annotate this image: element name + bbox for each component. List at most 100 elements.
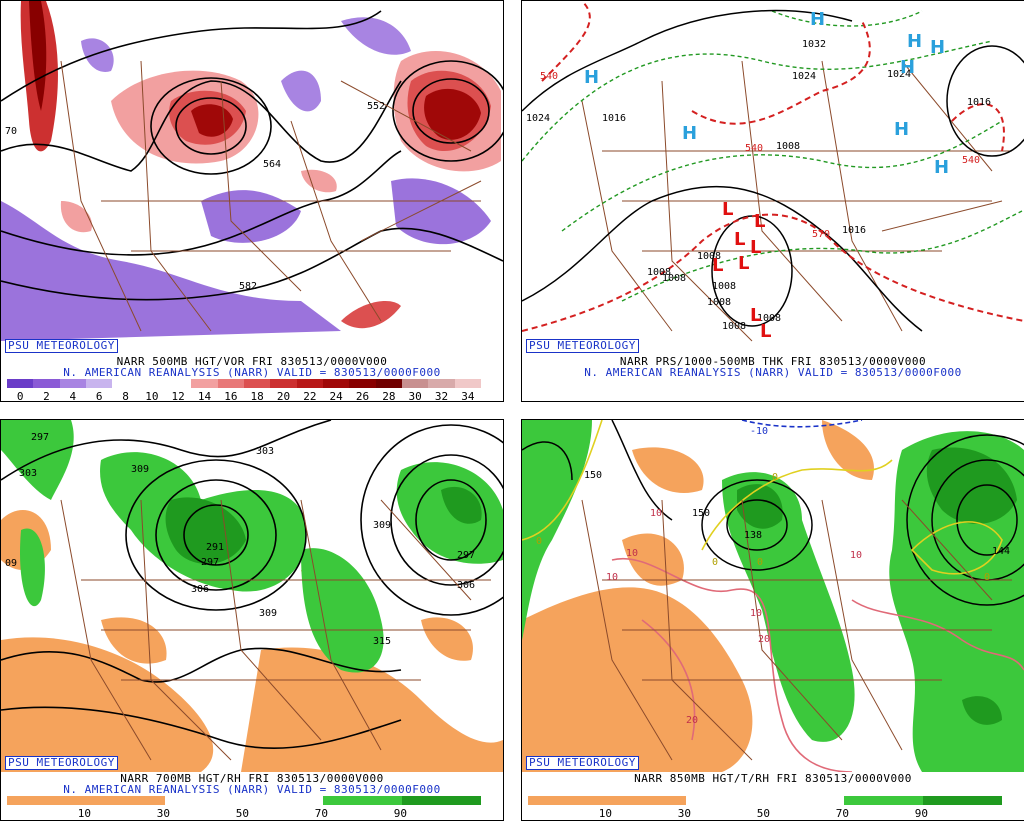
panel-850mb-temperature-humidity: 150 150 138 144 -10 0 0 0 0 0 10 10 10 1… [521, 419, 1024, 821]
colorbar-tick-label: 4 [69, 390, 77, 402]
svg-text:138: 138 [744, 530, 762, 541]
svg-text:H: H [907, 31, 922, 52]
svg-text:309: 309 [259, 608, 277, 619]
colorbar-tick-label: 8 [122, 390, 129, 402]
svg-text:1016: 1016 [967, 97, 991, 108]
svg-text:297: 297 [201, 557, 219, 568]
colorbar-swatch [765, 796, 844, 805]
svg-text:306: 306 [457, 580, 475, 591]
svg-text:540: 540 [540, 71, 558, 82]
map-surface: 1024 1016 1032 1024 1024 1016 1008 1016 … [522, 1, 1024, 342]
colorbar-swatch [349, 379, 376, 388]
svg-text:10: 10 [606, 572, 618, 583]
svg-text:1024: 1024 [887, 69, 911, 80]
psu-logo: PSU METEOROLOGY [526, 756, 639, 770]
svg-text:20: 20 [758, 634, 770, 645]
svg-text:552: 552 [367, 101, 385, 112]
svg-text:150: 150 [692, 508, 710, 519]
colorbar-swatch [375, 379, 402, 388]
map-850mb: 150 150 138 144 -10 0 0 0 0 0 10 10 10 1… [522, 420, 1024, 772]
svg-text:1008: 1008 [647, 267, 671, 278]
colorbar-swatch [686, 796, 765, 805]
map-700mb: 297 303 309 303 291 297 306 309 309 297 … [1, 420, 503, 772]
svg-text:H: H [584, 67, 599, 88]
colorbar-tick-label: 22 [303, 390, 317, 402]
svg-text:315: 315 [373, 636, 391, 647]
svg-text:0: 0 [984, 572, 990, 583]
svg-text:L: L [754, 211, 765, 232]
svg-text:540: 540 [745, 143, 763, 154]
svg-text:L: L [738, 253, 749, 274]
colorbar-tick-label: 10 [77, 807, 92, 820]
caption-title: NARR 700MB HGT/RH FRI 830513/0000V000 [120, 772, 384, 785]
colorbar-swatch [244, 796, 323, 805]
svg-text:H: H [900, 57, 915, 78]
svg-text:297: 297 [31, 432, 49, 443]
colorbar-swatch [165, 796, 244, 805]
svg-text:582: 582 [239, 281, 257, 292]
colorbar-tick-label: 30 [677, 807, 692, 820]
svg-text:309: 309 [131, 464, 149, 475]
svg-text:L: L [750, 305, 761, 326]
svg-text:1008: 1008 [712, 281, 736, 292]
humidity-colorbar [528, 796, 1002, 805]
colorbar-tick-label: 30 [156, 807, 171, 820]
svg-text:1024: 1024 [526, 113, 550, 124]
svg-text:0: 0 [772, 472, 778, 483]
colorbar-tick-label: 18 [250, 390, 264, 402]
colorbar-tick-label: 28 [382, 390, 396, 402]
colorbar-tick-label: 6 [95, 390, 103, 402]
colorbar-tick-label: 30 [408, 390, 422, 402]
colorbar-swatch [402, 796, 481, 805]
svg-text:150: 150 [584, 470, 602, 481]
colorbar-swatch [428, 379, 455, 388]
colorbar-swatch [191, 379, 218, 388]
svg-text:20: 20 [686, 715, 698, 726]
svg-text:L: L [760, 321, 771, 342]
vorticity-colorbar-ticks: 0 2 4 6 8 10 12 14 16 18 20 22 24 26 28 30 32 34 [7, 390, 481, 402]
svg-text:H: H [894, 119, 909, 140]
caption-valid: N. AMERICAN REANALYSIS (NARR) VALID = 83… [63, 366, 441, 379]
humidity-colorbar-ticks: 10 30 50 70 90 [7, 807, 481, 820]
svg-text:303: 303 [256, 446, 274, 457]
svg-text:1024: 1024 [792, 71, 816, 82]
svg-text:540: 540 [962, 155, 980, 166]
svg-text:L: L [712, 255, 723, 276]
svg-text:303: 303 [19, 468, 37, 479]
colorbar-swatch [164, 379, 192, 388]
svg-text:570: 570 [812, 229, 830, 240]
colorbar-swatch [322, 379, 350, 388]
svg-text:1016: 1016 [842, 225, 866, 236]
svg-text:564: 564 [263, 159, 281, 170]
svg-text:1032: 1032 [802, 39, 826, 50]
svg-text:H: H [934, 157, 949, 178]
colorbar-swatch [243, 379, 271, 388]
panel-700mb-humidity: 297 303 309 303 291 297 306 309 309 297 … [0, 419, 504, 821]
colorbar-tick-label: 12 [171, 390, 185, 402]
colorbar-swatch [323, 796, 402, 805]
colorbar-tick-label: 32 [434, 390, 449, 402]
svg-text:144: 144 [992, 546, 1010, 557]
caption-title: NARR PRS/1000-500MB THK FRI 830513/0000V… [619, 355, 927, 368]
colorbar-tick-label: 2 [43, 390, 50, 402]
colorbar-tick-label: 24 [329, 390, 343, 402]
psu-logo: PSU METEOROLOGY [5, 756, 118, 770]
colorbar-tick-label: 20 [276, 390, 291, 402]
svg-text:70: 70 [5, 126, 17, 137]
colorbar-swatch [7, 796, 86, 805]
colorbar-tick-label: 16 [224, 390, 238, 402]
psu-logo: PSU METEOROLOGY [5, 339, 118, 353]
svg-text:1008: 1008 [757, 313, 781, 324]
colorbar-swatch [138, 379, 165, 388]
colorbar-swatch [33, 379, 60, 388]
svg-text:1008: 1008 [662, 273, 686, 284]
colorbar-tick-label: 50 [235, 807, 250, 820]
colorbar-tick-label: 0 [16, 390, 24, 402]
humidity-colorbar-ticks: 10 30 50 70 90 [528, 807, 1002, 820]
colorbar-tick-label: 50 [756, 807, 771, 820]
svg-text:1008: 1008 [776, 141, 800, 152]
svg-text:297: 297 [457, 550, 475, 561]
colorbar-swatch [401, 379, 429, 388]
svg-text:10: 10 [850, 550, 862, 561]
svg-text:10: 10 [626, 548, 638, 559]
